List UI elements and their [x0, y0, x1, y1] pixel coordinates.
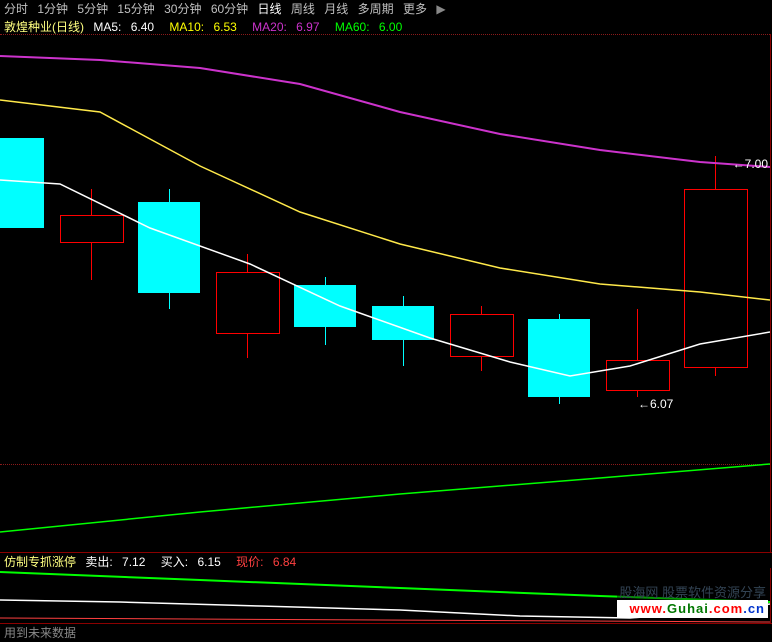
tf-15min[interactable]: 15分钟 — [117, 2, 154, 16]
tf-60min[interactable]: 60分钟 — [211, 2, 248, 16]
main-candlestick-chart[interactable]: ←7.00 ←6.07 — [0, 34, 771, 552]
ma-legend: 敦煌种业(日线) MA5: 6.40 MA10: 6.53 MA20: 6.97… — [0, 18, 772, 34]
tf-multi[interactable]: 多周期 — [358, 2, 394, 16]
ma20-label: MA20: 6.97 — [252, 20, 325, 34]
tf-1min[interactable]: 1分钟 — [37, 2, 68, 16]
tf-30min[interactable]: 30分钟 — [164, 2, 201, 16]
tf-5min[interactable]: 5分钟 — [77, 2, 108, 16]
tf-more-arrow-icon[interactable]: ▶ — [436, 2, 445, 16]
ma-lines-layer — [0, 34, 770, 552]
ma60-label: MA60: 6.00 — [335, 20, 408, 34]
indicator-legend: 仿制专抓涨停 卖出: 7.12 买入: 6.15 现价: 6.84 — [0, 552, 772, 569]
tf-fenshi[interactable]: 分时 — [4, 2, 28, 16]
price-label: ←7.00 — [733, 157, 768, 171]
ind-line-price — [0, 600, 770, 618]
ma-line-ma60 — [0, 464, 770, 532]
tf-daily[interactable]: 日线 — [258, 2, 282, 16]
timeframe-bar: 分时 1分钟 5分钟 15分钟 30分钟 60分钟 日线 周线 月线 多周期 更… — [0, 0, 772, 18]
indicator-lines-layer — [0, 568, 770, 623]
ma-line-ma20 — [0, 56, 770, 167]
ma-line-ma10 — [0, 100, 770, 300]
stock-name: 敦煌种业(日线) — [4, 20, 84, 34]
tf-weekly[interactable]: 周线 — [291, 2, 315, 16]
price-label: ←6.07 — [638, 397, 673, 411]
ind-buy: 买入: 6.15 — [161, 555, 227, 569]
ind-price: 现价: 6.84 — [236, 555, 302, 569]
tf-more[interactable]: 更多 — [403, 2, 427, 16]
ma10-label: MA10: 6.53 — [169, 20, 242, 34]
ma5-label: MA5: 6.40 — [93, 20, 160, 34]
footer-note: 用到未来数据 — [0, 623, 772, 642]
ind-line-buy — [0, 618, 770, 622]
ind-line-sell — [0, 572, 770, 602]
ind-name: 仿制专抓涨停 — [4, 555, 76, 569]
tf-monthly[interactable]: 月线 — [324, 2, 348, 16]
ma-line-ma5 — [0, 180, 770, 376]
ind-sell: 卖出: 7.12 — [85, 555, 151, 569]
indicator-chart[interactable] — [0, 568, 771, 623]
